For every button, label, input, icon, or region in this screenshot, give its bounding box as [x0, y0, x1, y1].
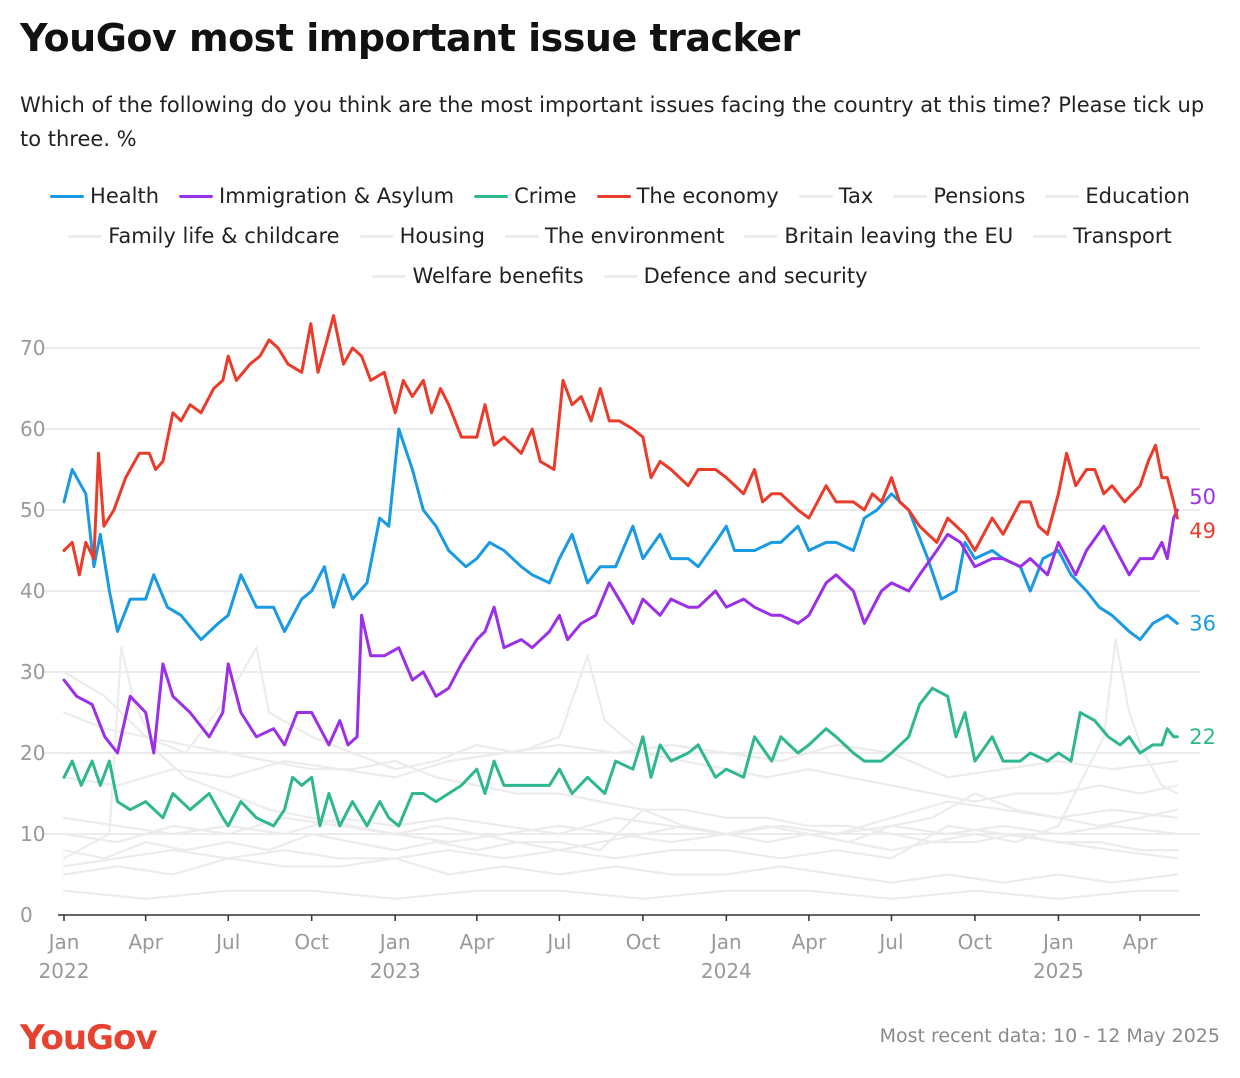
legend-item-education[interactable]: Education: [1045, 184, 1190, 208]
legend-item-health[interactable]: Health: [50, 184, 159, 208]
chart-title: YouGov most important issue tracker: [20, 16, 800, 60]
legend-label: Britain leaving the EU: [784, 224, 1014, 248]
series-line-the-environment: [62, 646, 1179, 803]
legend-label: Defence and security: [643, 264, 868, 288]
legend-item-welfare[interactable]: Welfare benefits: [372, 264, 584, 288]
legend-label: Education: [1085, 184, 1190, 208]
series-line-immigration-asylum: [62, 508, 1179, 755]
x-tick-label: Jul: [214, 930, 240, 954]
x-tick-label: Apr: [128, 930, 163, 954]
legend-swatch: [603, 274, 638, 278]
x-tick-year-label: 2023: [370, 959, 421, 983]
line-chart: 0 10 20 30 40 50 60 70 Jan 2022 Apr Jul Oct Jan 2023 Ap…: [20, 314, 1216, 983]
series-line-crime: [62, 686, 1179, 828]
legend-swatch: [359, 234, 394, 238]
legend-label: Health: [90, 184, 160, 208]
legend-swatch: [744, 234, 779, 238]
legend-swatch: [474, 194, 509, 198]
legend-item-immigration[interactable]: Immigration & Asylum: [179, 184, 454, 208]
legend-item-transport[interactable]: Transport: [1033, 224, 1172, 248]
legend: Health Immigration & Asylum Crime The ec…: [20, 176, 1220, 296]
series-line-health: [62, 427, 1179, 642]
y-tick-label: 70: [20, 336, 45, 360]
legend-swatch: [1045, 194, 1080, 198]
legend-label: The economy: [636, 184, 779, 208]
y-tick-label: 50: [20, 498, 45, 522]
x-tick-label: Apr: [792, 930, 827, 954]
x-tick-label: Oct: [626, 930, 661, 954]
x-tick-label: Jan: [709, 930, 742, 954]
legend-row: Family life & childcare Housing The envi…: [20, 216, 1220, 256]
x-tick-label: Jul: [545, 930, 571, 954]
x-tick-year-label: 2025: [1033, 959, 1084, 983]
legend-item-economy[interactable]: The economy: [596, 184, 779, 208]
end-label: 49: [1189, 519, 1216, 543]
legend-label: Crime: [514, 184, 577, 208]
end-label: 22: [1189, 725, 1216, 749]
series-line-family-life-childcare: [62, 889, 1179, 900]
x-tick-label: Jan: [47, 930, 80, 954]
end-label: 50: [1189, 485, 1216, 509]
series-line-transport: [62, 857, 1179, 884]
y-tick-label: 60: [20, 417, 45, 441]
y-tick-label: 0: [20, 903, 33, 927]
legend-swatch: [372, 274, 407, 278]
legend-item-environment[interactable]: The environment: [504, 224, 725, 248]
y-tick-label: 20: [20, 741, 45, 765]
end-label: 36: [1189, 611, 1216, 635]
legend-swatch: [1033, 234, 1068, 238]
y-tick-label: 10: [20, 822, 45, 846]
legend-label: Welfare benefits: [412, 264, 584, 288]
legend-swatch: [596, 194, 631, 198]
legend-label: Family life & childcare: [108, 224, 340, 248]
chart-subtitle: Which of the following do you think are …: [20, 93, 1205, 151]
x-tick-label: Jan: [378, 930, 411, 954]
x-tick-label: Oct: [294, 930, 329, 954]
yougov-logo: YouGov: [20, 1018, 157, 1058]
series-line-defence-and-security: [62, 638, 1179, 860]
x-tick-label: Oct: [958, 930, 993, 954]
legend-row: Welfare benefits Defence and security: [20, 256, 1220, 296]
x-tick-year-label: 2024: [701, 959, 752, 983]
x-tick-label: Jul: [877, 930, 903, 954]
x-tick-label: Jan: [1041, 930, 1074, 954]
legend-label: The environment: [544, 224, 725, 248]
legend-label: Housing: [399, 224, 485, 248]
series-line-welfare-benefits: [62, 800, 1179, 844]
legend-item-family[interactable]: Family life & childcare: [68, 224, 340, 248]
legend-swatch: [68, 234, 103, 238]
legend-item-tax[interactable]: Tax: [798, 184, 874, 208]
y-tick-label: 30: [20, 660, 45, 684]
x-tick-year-label: 2022: [39, 959, 90, 983]
x-tick-label: Apr: [460, 930, 495, 954]
legend-item-pensions[interactable]: Pensions: [893, 184, 1025, 208]
legend-row: Health Immigration & Asylum Crime The ec…: [20, 176, 1220, 216]
legend-item-crime[interactable]: Crime: [474, 184, 577, 208]
legend-swatch: [893, 194, 928, 198]
x-tick-label: Apr: [1123, 930, 1158, 954]
legend-swatch: [504, 234, 539, 238]
legend-item-housing[interactable]: Housing: [359, 224, 485, 248]
legend-label: Tax: [838, 184, 874, 208]
series-line-pensions: [62, 824, 1179, 868]
series-line-housing: [62, 743, 1179, 787]
legend-swatch: [179, 194, 214, 198]
footnote: Most recent data: 10 - 12 May 2025: [879, 1025, 1220, 1047]
legend-swatch: [798, 194, 833, 198]
series-line-tax: [62, 792, 1179, 860]
y-tick-label: 40: [20, 579, 45, 603]
series-line-the-economy: [62, 314, 1179, 577]
legend-label: Immigration & Asylum: [219, 184, 455, 208]
legend-item-brexit[interactable]: Britain leaving the EU: [744, 224, 1013, 248]
legend-label: Pensions: [933, 184, 1026, 208]
legend-item-defence[interactable]: Defence and security: [603, 264, 868, 288]
legend-swatch: [50, 194, 85, 198]
legend-label: Transport: [1073, 224, 1172, 248]
